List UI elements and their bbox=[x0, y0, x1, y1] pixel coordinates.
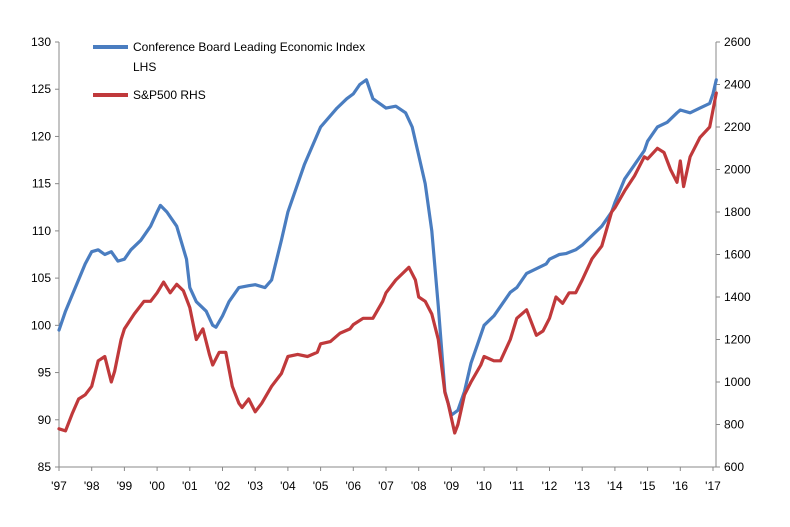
left-tick-label: 110 bbox=[32, 224, 51, 238]
right-axis-ticks: 600 800 1000 1200 1400 1600 1800 2000 2200 2400 26… bbox=[716, 35, 751, 474]
x-tick-label: '04 bbox=[280, 479, 296, 493]
x-tick-label: '13 bbox=[574, 479, 590, 493]
left-axis-ticks: 85 90 95 100 105 110 115 120 125 130 bbox=[31, 35, 59, 474]
left-tick-label: 120 bbox=[31, 129, 51, 143]
x-tick-label: '10 bbox=[476, 479, 492, 493]
right-tick-label: 600 bbox=[724, 460, 744, 474]
legend-label-lei-line2: LHS bbox=[133, 60, 156, 74]
right-tick-label: 2400 bbox=[724, 78, 751, 92]
legend-label-sp500: S&P500 RHS bbox=[133, 88, 206, 102]
x-tick-label: '06 bbox=[345, 479, 361, 493]
right-tick-label: 2600 bbox=[724, 35, 751, 49]
axes bbox=[58, 42, 717, 468]
right-tick-label: 2200 bbox=[724, 120, 751, 134]
left-tick-label: 130 bbox=[31, 35, 51, 49]
left-tick-label: 85 bbox=[38, 460, 52, 474]
x-tick-label: '16 bbox=[672, 479, 688, 493]
x-tick-label: '09 bbox=[444, 479, 460, 493]
series-line-sp500 bbox=[57, 91, 718, 435]
right-tick-label: 1000 bbox=[724, 375, 751, 389]
x-tick-label: '17 bbox=[705, 479, 721, 493]
left-tick-label: 115 bbox=[32, 177, 51, 191]
right-tick-label: 1400 bbox=[724, 290, 751, 304]
x-tick-label: '00 bbox=[149, 479, 165, 493]
legend-label-lei-line1: Conference Board Leading Economic Index bbox=[133, 40, 365, 54]
x-tick-label: '98 bbox=[84, 479, 100, 493]
x-axis-ticks: '97 '98 '99 '00 '01 '02 '03 '04 '05 '06 '07 '08 '09 '… bbox=[51, 467, 721, 493]
series-line-lei bbox=[57, 78, 718, 417]
right-tick-label: 800 bbox=[724, 418, 744, 432]
right-tick-label: 2000 bbox=[724, 163, 751, 177]
x-tick-label: '03 bbox=[247, 479, 263, 493]
x-tick-label: '14 bbox=[607, 479, 623, 493]
x-tick-label: '15 bbox=[640, 479, 656, 493]
series-lines bbox=[57, 78, 718, 435]
x-tick-label: '12 bbox=[542, 479, 558, 493]
x-tick-label: '01 bbox=[182, 479, 198, 493]
x-tick-label: '11 bbox=[509, 479, 524, 493]
left-tick-label: 125 bbox=[31, 82, 51, 96]
left-tick-label: 90 bbox=[38, 413, 52, 427]
x-tick-label: '97 bbox=[51, 479, 67, 493]
right-tick-label: 1800 bbox=[724, 205, 751, 219]
x-tick-label: '05 bbox=[313, 479, 329, 493]
x-tick-label: '99 bbox=[117, 479, 133, 493]
left-tick-label: 100 bbox=[31, 318, 51, 332]
left-tick-label: 105 bbox=[31, 271, 51, 285]
x-tick-label: '07 bbox=[378, 479, 394, 493]
left-tick-label: 95 bbox=[38, 366, 52, 380]
right-tick-label: 1200 bbox=[724, 333, 751, 347]
right-tick-label: 1600 bbox=[724, 248, 751, 262]
x-tick-label: '08 bbox=[411, 479, 427, 493]
x-tick-label: '02 bbox=[215, 479, 231, 493]
legend: Conference Board Leading Economic Index … bbox=[93, 40, 365, 102]
